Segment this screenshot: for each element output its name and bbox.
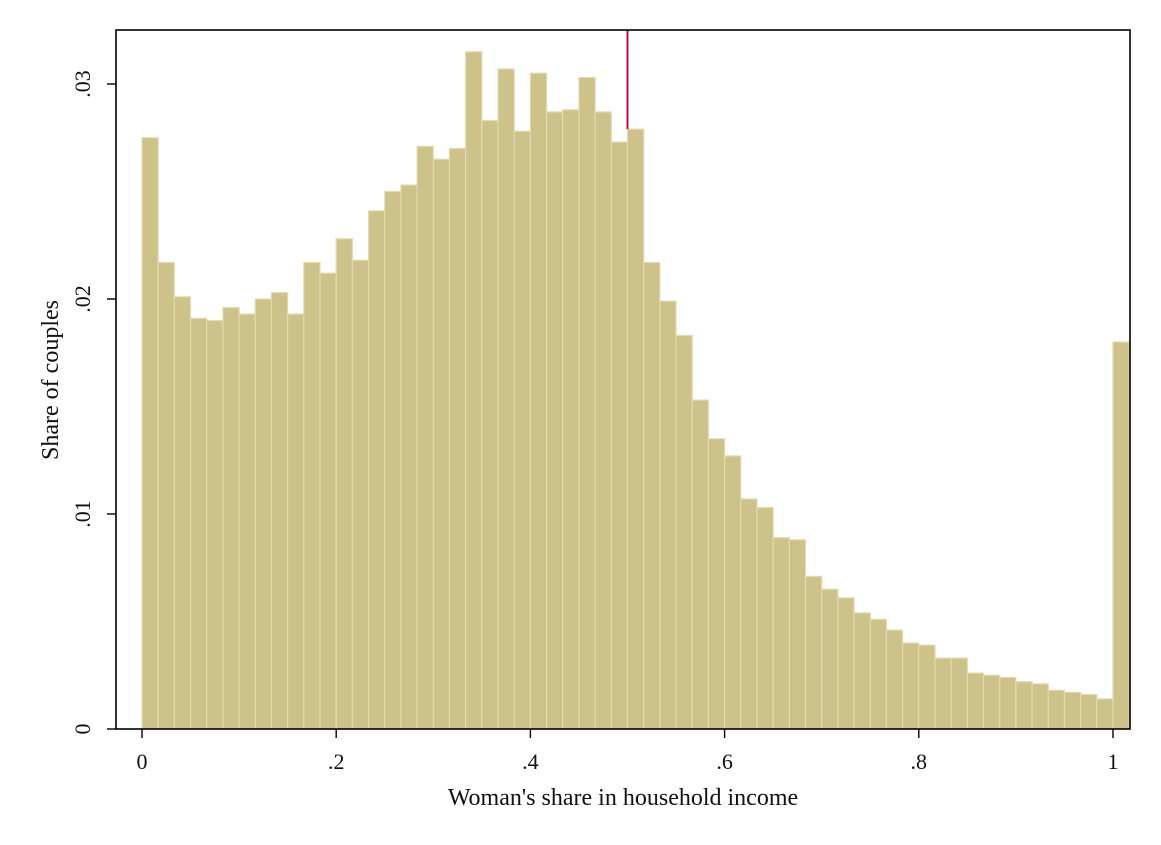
histogram-bar: [432, 158, 451, 730]
histogram-bar: [723, 455, 742, 730]
histogram-bar: [513, 130, 532, 730]
x-axis-title: Woman's share in household income: [448, 785, 798, 811]
histogram-bar: [351, 259, 370, 730]
histogram-bar: [869, 618, 888, 730]
histogram-bar: [918, 644, 936, 730]
histogram-bar: [189, 317, 208, 730]
histogram-bar: [335, 238, 353, 730]
histogram-bar: [885, 629, 904, 730]
histogram-bar: [1080, 693, 1098, 730]
x-tick-label: .8: [911, 749, 928, 774]
histogram-bar: [562, 109, 580, 730]
histogram-bar: [287, 313, 305, 730]
histogram-bar: [982, 674, 1001, 730]
histogram-bar: [529, 72, 548, 730]
histogram-bar: [384, 190, 402, 730]
histogram-bar: [1063, 691, 1082, 730]
histogram-bar: [902, 642, 920, 730]
histogram-bar: [626, 128, 645, 730]
x-tick-label: 0: [137, 749, 148, 774]
histogram-bar: [950, 657, 968, 730]
histogram-bar: [222, 307, 240, 730]
histogram-bar: [788, 539, 807, 730]
histogram-bar: [497, 68, 515, 730]
histogram-bar: [1096, 698, 1114, 730]
histogram-bar: [707, 438, 726, 730]
histogram-bar: [448, 147, 467, 730]
histogram-bar: [481, 119, 499, 730]
histogram-bar: [1047, 689, 1066, 730]
histogram-bar: [804, 575, 823, 730]
histogram-bar: [578, 76, 596, 730]
y-tick-label: .03: [70, 70, 95, 98]
histogram-bar: [303, 261, 321, 730]
histogram-bar: [966, 672, 985, 730]
histogram-bar: [756, 506, 774, 730]
histogram-bar: [691, 399, 710, 730]
x-tick-label: .6: [716, 749, 733, 774]
y-tick-label: 0: [70, 724, 95, 735]
histogram-bar: [206, 319, 224, 730]
histogram-bar: [659, 300, 677, 730]
histogram-bars: [141, 51, 1130, 730]
histogram-bar: [999, 676, 1017, 730]
histogram-bar: [416, 145, 434, 730]
histogram-bar: [853, 612, 871, 730]
y-axis-title: Share of couples: [38, 300, 64, 460]
histogram-bar: [319, 272, 337, 730]
axes: 0 .2 .4 .6 .8 1 0 .01 .02 .03: [70, 29, 1131, 774]
histogram-bar: [254, 298, 273, 730]
histogram-bar: [594, 111, 612, 730]
plot-frame: [115, 29, 1131, 730]
histogram-bar: [367, 210, 386, 730]
histogram-bar: [821, 588, 839, 730]
histogram-bar: [465, 51, 483, 730]
histogram-bar: [1112, 341, 1130, 730]
histogram-bar: [934, 657, 952, 730]
histogram-bar: [610, 141, 629, 730]
histogram-bar: [837, 597, 855, 730]
x-tick-label: 1: [1108, 749, 1119, 774]
histogram-bar: [772, 537, 790, 730]
x-tick-label: .4: [522, 749, 539, 774]
histogram-bar: [545, 111, 564, 730]
x-tick-label: .2: [328, 749, 345, 774]
histogram-bar: [643, 261, 661, 730]
y-tick-label: .02: [70, 285, 95, 313]
histogram-bar: [141, 137, 159, 730]
histogram-bar: [173, 296, 192, 730]
histogram-bar: [1031, 683, 1049, 730]
histogram-bar: [740, 498, 758, 730]
histogram-bar: [270, 291, 289, 730]
histogram-bar: [1015, 681, 1033, 730]
histogram-bar: [157, 261, 175, 730]
histogram-bar: [675, 334, 693, 730]
histogram-bar: [400, 184, 418, 730]
y-tick-label: .01: [70, 500, 95, 528]
histogram-bar: [238, 313, 256, 730]
